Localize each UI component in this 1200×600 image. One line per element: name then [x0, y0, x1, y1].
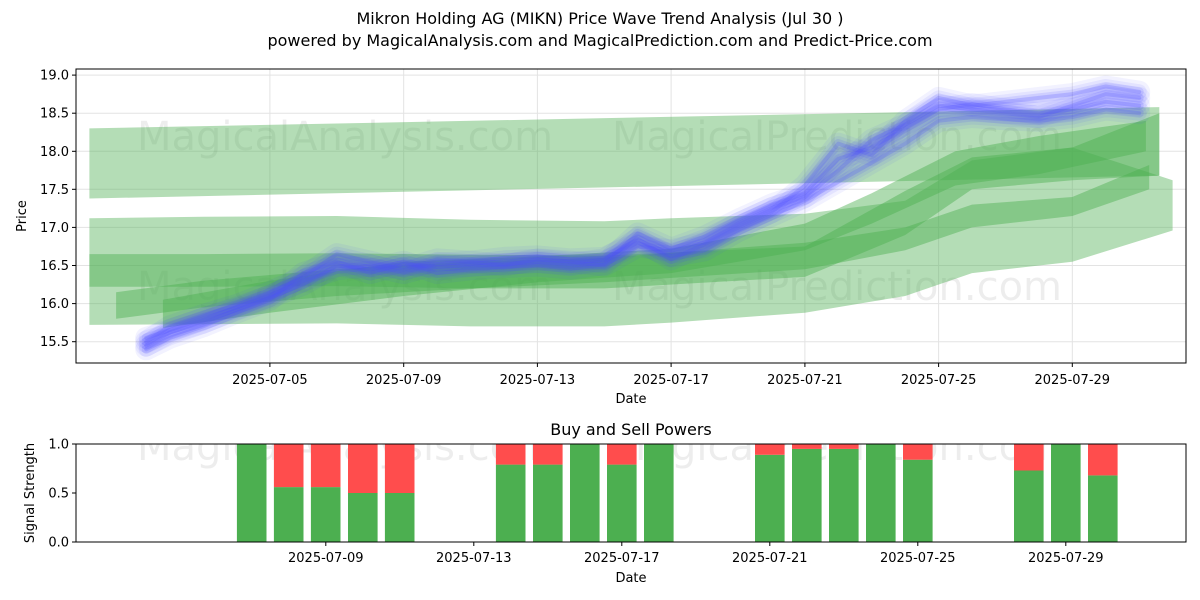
- buy-bar: [348, 493, 378, 542]
- x-tick-label: 2025-07-17: [633, 373, 709, 388]
- price-wave-chart: MagicalAnalysis.com MagicalPrediction.com…: [15, 68, 1187, 407]
- y-tick-label: 0.0: [48, 536, 69, 551]
- sell-bar: [533, 444, 563, 465]
- buy-bar: [866, 444, 896, 542]
- watermark-text: MagicalAnalysis.com: [137, 264, 553, 310]
- buy-bar: [644, 444, 674, 542]
- x-tick-label: 2025-07-21: [732, 551, 808, 566]
- sell-bar: [829, 444, 859, 449]
- price-wave-line: [135, 90, 1151, 357]
- price-wave-line: [138, 94, 1147, 353]
- y-tick-label: 17.0: [40, 221, 69, 236]
- buy-bar: [792, 448, 822, 542]
- price-wave-line: [135, 75, 1151, 361]
- price-wave-line: [144, 92, 1142, 340]
- sell-bar: [348, 444, 378, 493]
- sell-bar: [903, 444, 933, 460]
- price-wave-line: [144, 99, 1142, 348]
- x-tick-label: 2025-07-13: [436, 551, 512, 566]
- x-tick-label: 2025-07-25: [880, 551, 956, 566]
- buy-bar: [236, 444, 267, 542]
- y-tick-label: 15.5: [40, 335, 69, 350]
- x-axis-label: Date: [615, 392, 646, 407]
- y-tick-label: 1.0: [48, 438, 69, 453]
- buy-bar: [570, 444, 600, 542]
- trend-band: [162, 120, 1146, 328]
- price-wave-line: [141, 97, 1144, 350]
- sell-bar: [310, 444, 341, 488]
- price-wave-line: [144, 107, 1142, 344]
- y-tick-label: 16.0: [40, 297, 69, 312]
- price-plot-area: MagicalAnalysis.com MagicalPrediction.com…: [89, 75, 1173, 361]
- price-wave-line: [138, 101, 1147, 350]
- buy-bar: [1051, 444, 1081, 542]
- y-tick-label: 19.0: [40, 69, 69, 84]
- sell-bar: [273, 444, 304, 488]
- y-tick-label: 18.5: [40, 107, 69, 122]
- sell-bar: [792, 444, 822, 449]
- watermark-text: MagicalAnalysis.com: [137, 114, 553, 160]
- sell-bar: [607, 444, 637, 465]
- price-wave-line: [138, 79, 1147, 357]
- y-tick-label: 16.5: [40, 259, 69, 274]
- price-grid: [76, 69, 1186, 363]
- y-tick-label: 17.5: [40, 183, 69, 198]
- x-tick-label: 2025-07-09: [288, 551, 364, 566]
- trend-band: [89, 147, 1173, 327]
- x-tick-label: 2025-07-25: [901, 373, 977, 388]
- price-wave-line: [135, 83, 1151, 349]
- sell-bar: [1088, 444, 1118, 476]
- sell-bar: [384, 444, 415, 493]
- chart-title: Mikron Holding AG (MIKN) Price Wave Tren…: [356, 9, 844, 28]
- buy-bar: [495, 464, 526, 542]
- x-tick-label: 2025-07-29: [1035, 373, 1111, 388]
- x-tick-label: 2025-07-09: [366, 373, 442, 388]
- buy-bar: [1088, 475, 1118, 542]
- y-axis-label: Price: [15, 200, 30, 232]
- y-tick-label: 0.5: [48, 487, 69, 502]
- price-wave-line: [141, 82, 1144, 354]
- buy-bar: [903, 459, 933, 542]
- x-tick-label: 2025-07-29: [1028, 551, 1104, 566]
- price-axes: 15.5 16.0 16.5 17.0 17.5 18.0 18.5 19.0 2025-07-…: [15, 69, 1110, 407]
- watermark-text: MagicalPrediction.com: [612, 264, 1062, 310]
- y-axis-label: Signal Strength: [23, 443, 38, 543]
- buy-bar: [273, 487, 304, 542]
- buy-bar: [607, 464, 637, 542]
- price-wave-line: [144, 84, 1142, 352]
- price-axes-frame: [75, 68, 1187, 364]
- price-wave-line: [141, 89, 1144, 343]
- sell-bar: [755, 444, 785, 455]
- buy-bar: [829, 448, 859, 542]
- power-chart-title: Buy and Sell Powers: [550, 420, 712, 439]
- x-axis-label: Date: [615, 571, 646, 586]
- y-tick-label: 18.0: [40, 145, 69, 160]
- buy-bar: [533, 464, 563, 542]
- trend-band: [116, 165, 1150, 319]
- buy-bar: [310, 487, 341, 542]
- buy-sell-power-chart: Buy and Sell PowersMagicalAnalysis.comMa…: [23, 420, 1187, 587]
- x-tick-label: 2025-07-21: [767, 373, 843, 388]
- price-wave-line: [141, 104, 1144, 347]
- chart-subtitle: powered by MagicalAnalysis.com and Magic…: [267, 31, 933, 50]
- x-tick-label: 2025-07-05: [232, 373, 308, 388]
- buy-bar: [384, 493, 415, 542]
- sell-bar: [1014, 444, 1044, 471]
- power-axes: 0.0 0.5 1.0 2025-07-09 2025-07-13 2025-07-17 2…: [23, 438, 1104, 587]
- price-wave-line: [138, 86, 1147, 346]
- buy-bar: [1014, 470, 1044, 542]
- x-tick-label: 2025-07-13: [500, 373, 576, 388]
- watermark-text: MagicalAnalysis.com: [137, 424, 553, 470]
- trend-band: [89, 113, 1160, 289]
- watermark-text: MagicalPrediction.com: [612, 114, 1062, 160]
- buy-bar: [755, 454, 785, 542]
- sell-bar: [495, 444, 526, 465]
- x-tick-label: 2025-07-17: [584, 551, 660, 566]
- trend-band: [89, 107, 1160, 199]
- price-wave-line: [135, 98, 1151, 353]
